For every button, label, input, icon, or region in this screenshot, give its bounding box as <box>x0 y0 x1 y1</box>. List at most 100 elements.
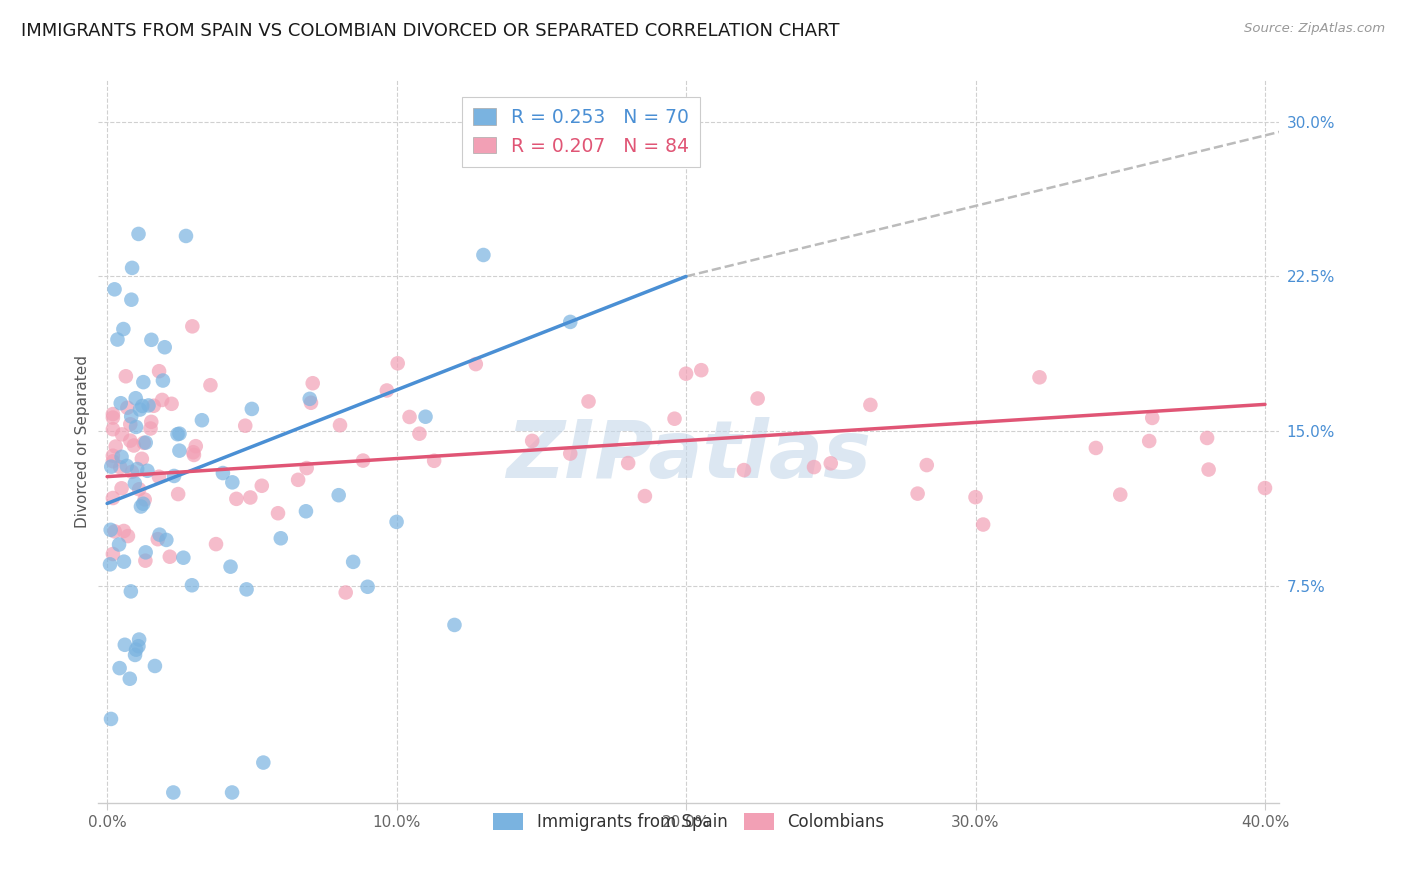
Point <box>352 453 374 467</box>
Point <box>112 322 135 336</box>
Point <box>1197 431 1219 445</box>
Point <box>132 375 155 389</box>
Point <box>915 458 938 472</box>
Point <box>287 473 309 487</box>
Point <box>121 260 143 275</box>
Point <box>174 229 197 244</box>
Point <box>250 479 273 493</box>
Point <box>298 392 321 406</box>
Point <box>675 367 697 381</box>
Point <box>560 447 582 461</box>
Point <box>219 559 242 574</box>
Point <box>747 392 769 406</box>
Point <box>100 523 122 537</box>
Point <box>520 434 543 448</box>
Point <box>101 449 124 463</box>
Point <box>129 402 152 417</box>
Point <box>132 497 155 511</box>
Point <box>965 490 987 504</box>
Text: IMMIGRANTS FROM SPAIN VS COLOMBIAN DIVORCED OR SEPARATED CORRELATION CHART: IMMIGRANTS FROM SPAIN VS COLOMBIAN DIVOR… <box>21 22 839 40</box>
Point <box>148 469 170 483</box>
Point <box>1137 434 1160 448</box>
Point <box>128 483 150 497</box>
Point <box>110 450 132 464</box>
Point <box>128 227 150 241</box>
Point <box>138 399 160 413</box>
Point <box>110 396 132 410</box>
Point <box>1028 370 1050 384</box>
Point <box>295 461 318 475</box>
Point <box>98 558 121 572</box>
Point <box>212 466 235 480</box>
Point <box>167 487 190 501</box>
Point <box>108 537 131 551</box>
Point <box>131 399 153 413</box>
Point <box>472 248 495 262</box>
Legend: Immigrants from Spain, Colombians: Immigrants from Spain, Colombians <box>486 806 891 838</box>
Point <box>101 410 124 425</box>
Point <box>141 333 163 347</box>
Point <box>141 415 163 429</box>
Point <box>233 418 256 433</box>
Point <box>270 531 292 545</box>
Point <box>120 409 142 424</box>
Point <box>1254 481 1277 495</box>
Point <box>160 397 183 411</box>
Point <box>112 524 135 538</box>
Point <box>125 642 148 657</box>
Point <box>101 547 124 561</box>
Point <box>153 340 176 354</box>
Point <box>375 384 398 398</box>
Point <box>120 434 142 448</box>
Point <box>200 378 222 392</box>
Point <box>560 315 582 329</box>
Point <box>152 374 174 388</box>
Point <box>125 420 148 434</box>
Point <box>690 363 713 377</box>
Point <box>121 465 143 479</box>
Point <box>143 659 166 673</box>
Point <box>101 422 124 436</box>
Point <box>398 409 420 424</box>
Point <box>408 426 430 441</box>
Point <box>166 427 188 442</box>
Point <box>136 464 159 478</box>
Point <box>107 333 129 347</box>
Point <box>443 618 465 632</box>
Point <box>221 785 243 799</box>
Point <box>1142 411 1164 425</box>
Point <box>142 399 165 413</box>
Point <box>125 391 148 405</box>
Point <box>578 394 600 409</box>
Point <box>1084 441 1107 455</box>
Text: Source: ZipAtlas.com: Source: ZipAtlas.com <box>1244 22 1385 36</box>
Point <box>617 456 640 470</box>
Point <box>120 293 142 307</box>
Point <box>150 392 173 407</box>
Point <box>181 578 204 592</box>
Point <box>415 409 437 424</box>
Point <box>117 401 139 415</box>
Point <box>122 438 145 452</box>
Point <box>134 554 156 568</box>
Point <box>820 456 842 470</box>
Point <box>114 638 136 652</box>
Point <box>342 555 364 569</box>
Point <box>132 435 155 450</box>
Point <box>191 413 214 427</box>
Point <box>146 532 169 546</box>
Point <box>295 504 318 518</box>
Point <box>124 648 146 662</box>
Point <box>328 488 350 502</box>
Point <box>225 491 247 506</box>
Point <box>128 632 150 647</box>
Point <box>634 489 657 503</box>
Point <box>252 756 274 770</box>
Point <box>163 469 186 483</box>
Point <box>356 580 378 594</box>
Point <box>108 460 131 475</box>
Point <box>103 282 125 296</box>
Point <box>859 398 882 412</box>
Point <box>101 454 124 468</box>
Point <box>101 491 124 505</box>
